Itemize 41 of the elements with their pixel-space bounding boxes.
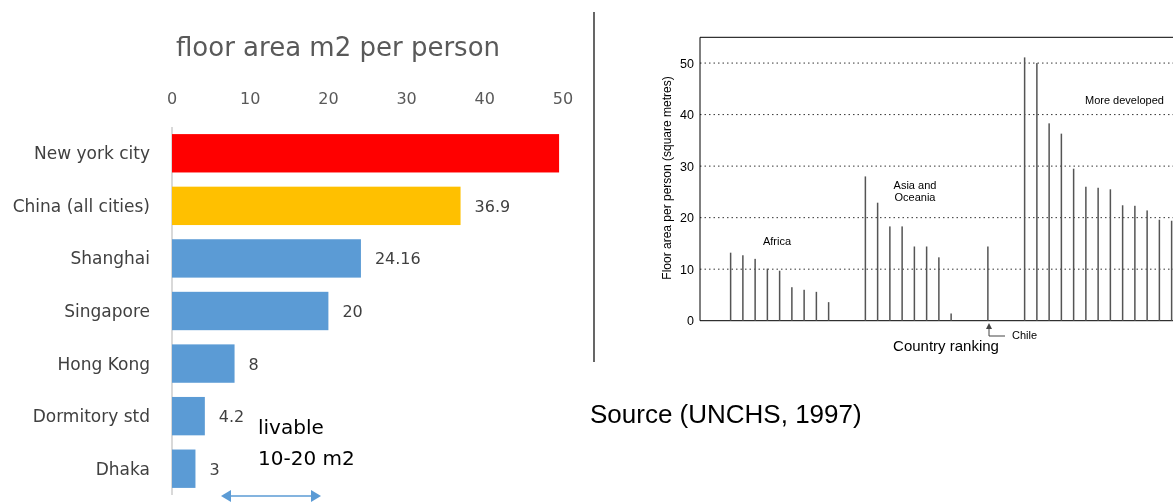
x-axis-title: Country ranking (893, 337, 999, 354)
y-tick-label: New york city (34, 143, 150, 164)
y-tick-label: China (all cities) (12, 195, 150, 216)
y-tick-label: 40 (680, 108, 695, 123)
data-label: 4.2 (218, 407, 245, 427)
y-tick-label: 30 (680, 159, 695, 174)
bar (172, 239, 361, 278)
data-label: 24.16 (374, 249, 421, 269)
bar (172, 291, 329, 331)
data-label: 3 (209, 459, 220, 479)
x-tick-label: 40 (474, 89, 495, 108)
x-tick-label: 20 (318, 89, 339, 108)
y-tick-label: Dormitory std (32, 406, 150, 427)
bar (172, 449, 196, 488)
x-tick-label: 10 (240, 89, 261, 108)
y-tick-label: Shanghai (70, 248, 150, 269)
annotation: More developed (1085, 94, 1164, 106)
annotation: Asia and Oceania (893, 179, 937, 203)
source-note: Source (UNCHS, 1997) (590, 399, 862, 429)
bar (172, 344, 235, 383)
y-tick-label: 20 (680, 211, 695, 226)
chart-title: floor area m2 per person (175, 32, 501, 62)
y-tick-label: Singapore (64, 301, 150, 321)
text: Chile (1012, 329, 1038, 341)
y-tick-label: 50 (680, 56, 695, 71)
bar (172, 396, 205, 436)
bar (172, 134, 560, 173)
bar (172, 186, 461, 226)
x-tick-label: 0 (166, 89, 178, 108)
y-tick-label: Hong Kong (57, 353, 150, 374)
y-tick-label: 0 (687, 314, 695, 329)
data-label: 36.9 (474, 196, 511, 216)
y-tick-label: 10 (680, 262, 695, 277)
annotation: Africa (762, 235, 792, 247)
x-tick-label: 50 (552, 89, 574, 108)
data-label: 8 (248, 354, 259, 374)
data-label: 20 (342, 302, 363, 321)
y-tick-label: Dhaka (95, 458, 150, 479)
x-tick-label: 30 (396, 89, 417, 108)
y-axis-title: Floor area per person (square metres) (660, 76, 674, 280)
annotation: livable 10-20 m2 (258, 415, 355, 470)
